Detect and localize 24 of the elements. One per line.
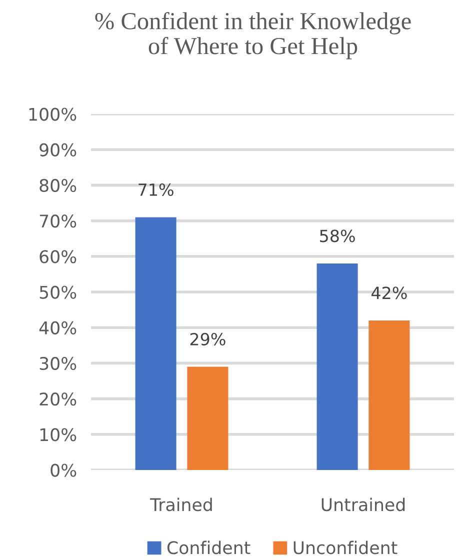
y-tick-label: 30% bbox=[40, 356, 76, 370]
bar bbox=[187, 366, 228, 470]
y-tick-label: 0% bbox=[50, 464, 76, 477]
legend-label: Unconfident bbox=[294, 540, 398, 554]
data-label: 58% bbox=[320, 230, 355, 242]
data-label: 29% bbox=[190, 332, 226, 346]
y-tick-label: 60% bbox=[40, 250, 76, 264]
bar bbox=[135, 217, 176, 470]
y-tick-label: 40% bbox=[39, 321, 76, 334]
x-tick-label: Trained bbox=[150, 498, 212, 512]
bar bbox=[368, 320, 410, 470]
x-tick-label: Untrained bbox=[322, 498, 405, 512]
legend-label: Confident bbox=[167, 540, 250, 554]
data-label: 42% bbox=[371, 286, 407, 300]
bar bbox=[316, 264, 358, 470]
y-tick-label: 70% bbox=[40, 214, 76, 228]
y-tick-label: 90% bbox=[40, 143, 76, 156]
y-tick-label: 10% bbox=[40, 428, 76, 442]
chart-title: % Confident in their Knowledge of Where to Get Help bbox=[95, 12, 411, 60]
y-tick-label: 50% bbox=[40, 286, 76, 299]
y-tick-label: 100% bbox=[29, 108, 76, 121]
y-tick-label: 80% bbox=[40, 178, 76, 192]
data-label: 71% bbox=[138, 183, 174, 196]
y-tick-label: 20% bbox=[40, 392, 76, 406]
